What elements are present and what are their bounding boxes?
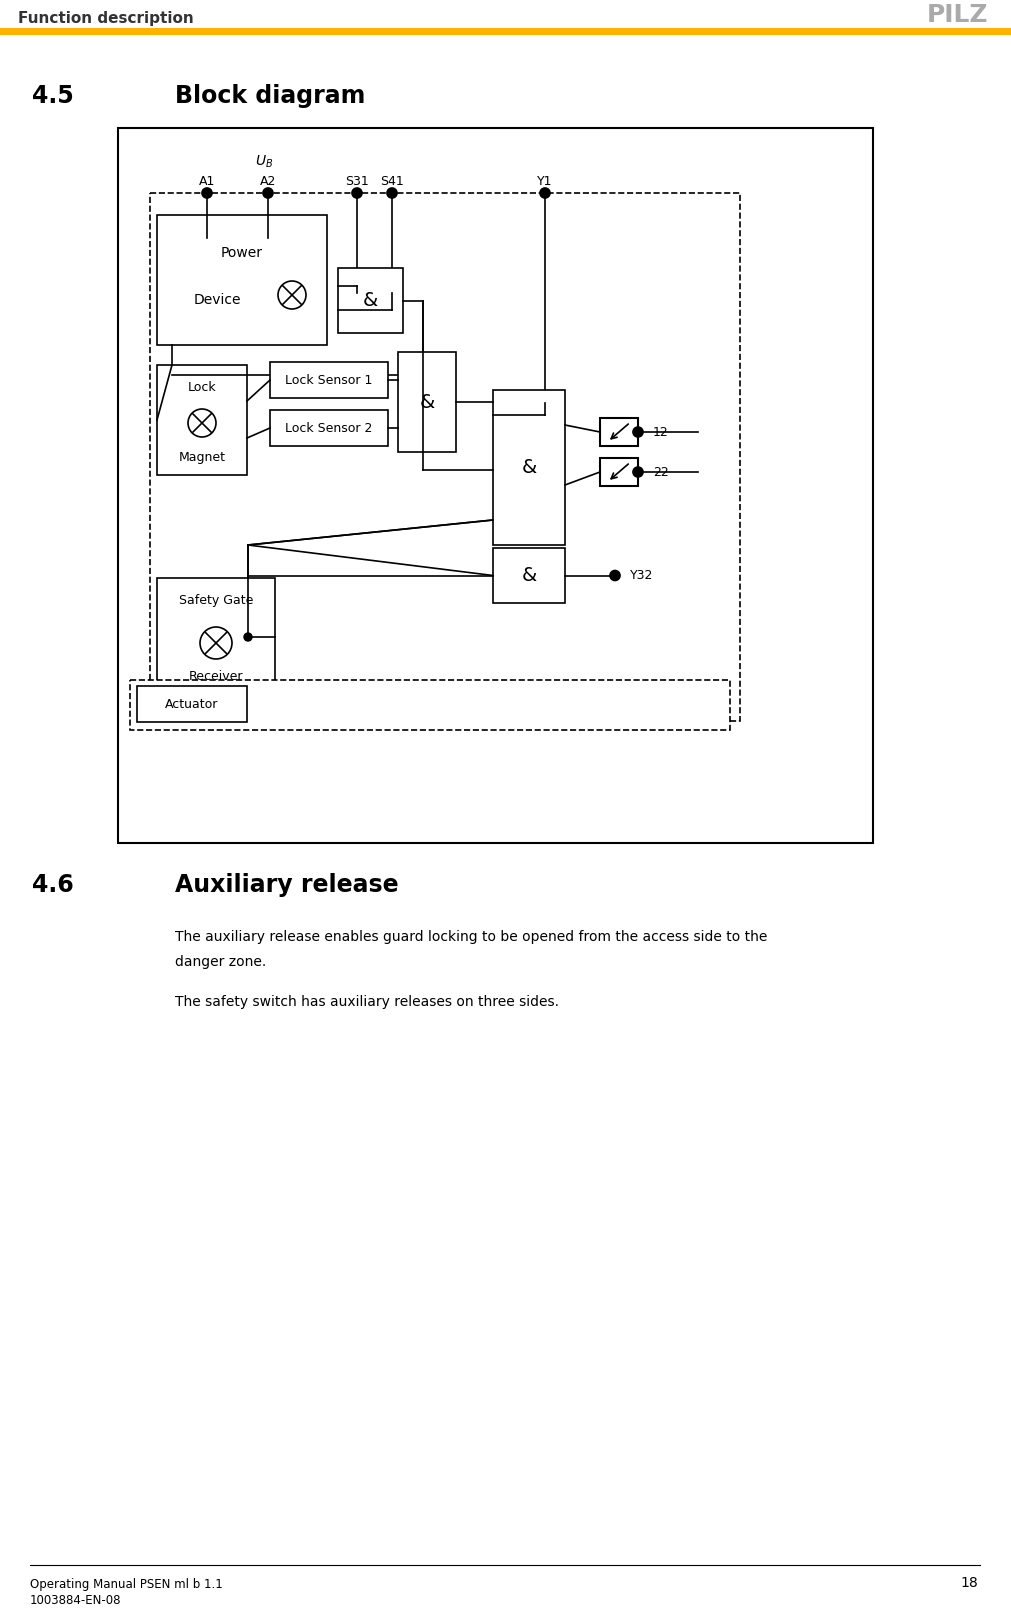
Circle shape xyxy=(352,188,362,198)
Text: 1003884-EN-08: 1003884-EN-08 xyxy=(30,1595,121,1607)
Circle shape xyxy=(633,467,643,476)
Circle shape xyxy=(610,571,620,581)
Text: Block diagram: Block diagram xyxy=(175,84,365,108)
Text: Lock Sensor 1: Lock Sensor 1 xyxy=(285,373,373,386)
Text: Magnet: Magnet xyxy=(179,451,225,463)
Circle shape xyxy=(540,188,550,198)
Text: The auxiliary release enables guard locking to be opened from the access side to: The auxiliary release enables guard lock… xyxy=(175,930,767,944)
Text: Y32: Y32 xyxy=(630,570,653,582)
Text: Operating Manual PSEN ml b 1.1: Operating Manual PSEN ml b 1.1 xyxy=(30,1578,222,1591)
Text: Lock: Lock xyxy=(188,380,216,394)
Circle shape xyxy=(263,188,273,198)
Bar xyxy=(118,129,874,843)
Bar xyxy=(600,418,638,446)
Bar xyxy=(493,549,565,603)
Text: Actuator: Actuator xyxy=(166,697,218,711)
Text: &: & xyxy=(522,459,537,476)
Bar xyxy=(493,389,565,545)
Text: The safety switch has auxiliary releases on three sides.: The safety switch has auxiliary releases… xyxy=(175,994,559,1009)
Bar xyxy=(130,681,730,730)
Text: danger zone.: danger zone. xyxy=(175,956,266,969)
Text: Auxiliary release: Auxiliary release xyxy=(175,874,398,896)
Text: &: & xyxy=(363,291,378,311)
Bar xyxy=(0,27,1011,35)
Circle shape xyxy=(387,188,397,198)
Text: Receiver: Receiver xyxy=(189,669,244,682)
Text: A2: A2 xyxy=(260,174,276,188)
Bar xyxy=(398,352,456,452)
Text: A1: A1 xyxy=(199,174,215,188)
Text: Y1: Y1 xyxy=(537,174,553,188)
Bar xyxy=(150,193,740,721)
Circle shape xyxy=(244,632,252,640)
Text: Safety Gate: Safety Gate xyxy=(179,594,253,607)
Bar xyxy=(157,578,275,697)
Text: &: & xyxy=(420,393,435,412)
Text: 4.5: 4.5 xyxy=(32,84,74,108)
Bar xyxy=(270,362,388,397)
Text: Lock Sensor 2: Lock Sensor 2 xyxy=(285,422,373,434)
Bar xyxy=(600,459,638,486)
Circle shape xyxy=(633,426,643,438)
Text: S41: S41 xyxy=(380,174,403,188)
Text: PILZ: PILZ xyxy=(926,3,988,27)
Bar xyxy=(338,269,403,333)
Text: 18: 18 xyxy=(960,1575,978,1590)
Text: Power: Power xyxy=(221,246,263,261)
Bar xyxy=(137,685,247,722)
Text: $U_B$: $U_B$ xyxy=(255,154,273,171)
Bar xyxy=(270,410,388,446)
Bar xyxy=(157,365,247,475)
Text: 22: 22 xyxy=(653,465,668,478)
Text: Device: Device xyxy=(193,293,241,307)
Text: &: & xyxy=(522,566,537,586)
Text: Function description: Function description xyxy=(18,11,194,26)
Text: 12: 12 xyxy=(653,425,668,439)
Text: S31: S31 xyxy=(345,174,369,188)
Bar xyxy=(157,216,327,344)
Text: 4.6: 4.6 xyxy=(32,874,74,896)
Circle shape xyxy=(202,188,212,198)
